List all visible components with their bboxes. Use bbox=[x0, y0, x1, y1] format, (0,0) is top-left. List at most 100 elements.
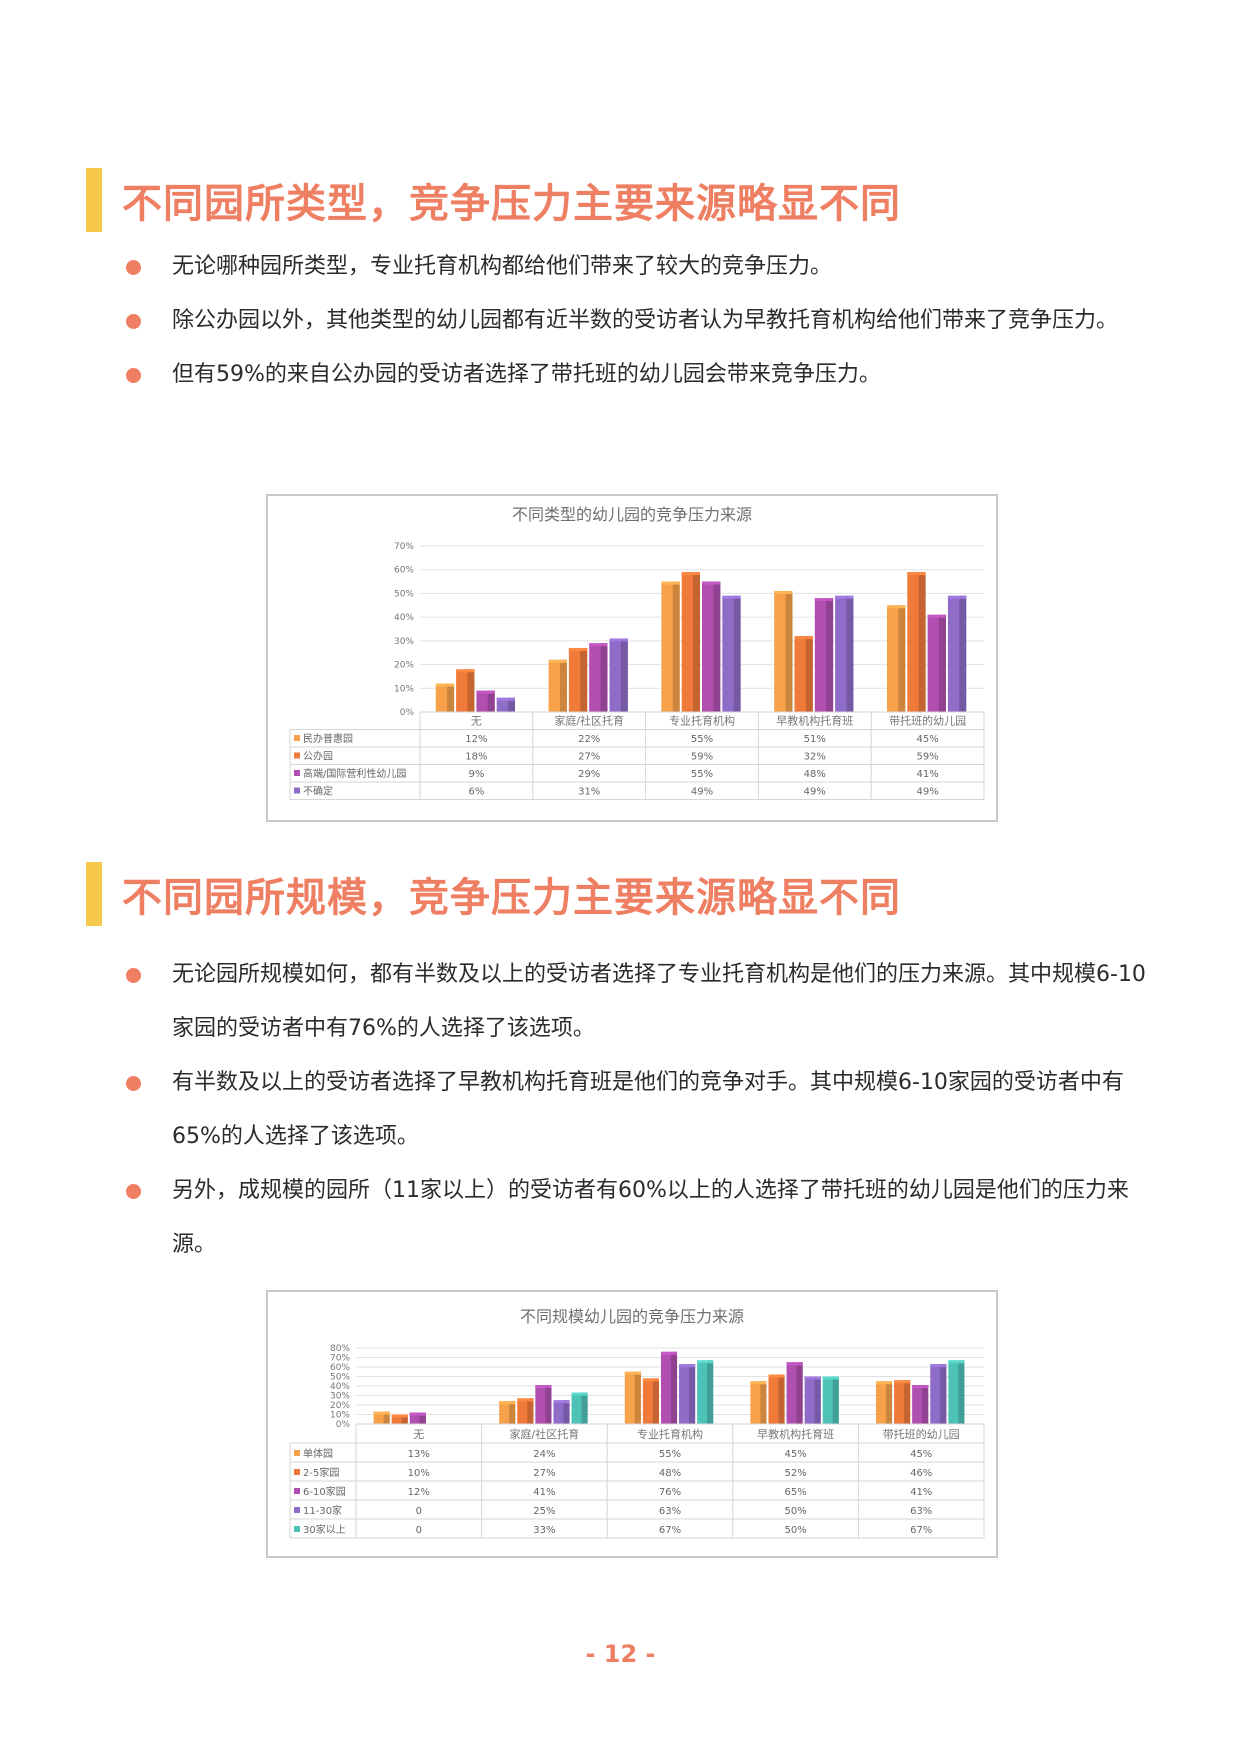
legend-label: 民办普惠园 bbox=[303, 732, 353, 745]
bar-side-shade bbox=[846, 595, 854, 712]
bar-top bbox=[702, 581, 721, 585]
bar-top bbox=[927, 614, 946, 618]
bar-top bbox=[794, 636, 813, 640]
bar-side-shade bbox=[620, 638, 628, 712]
bullet-dot-icon bbox=[126, 968, 141, 983]
bullet-dot-icon bbox=[126, 1184, 141, 1199]
data-label: 55% bbox=[691, 769, 713, 780]
section1-bullet: 但有59%的来自公办园的受访者选择了带托班的幼儿园会带来竞争压力。 bbox=[120, 348, 1160, 402]
bar-side-shade bbox=[693, 572, 700, 712]
bar-top bbox=[814, 598, 834, 602]
bar-top bbox=[886, 605, 906, 609]
bar-top bbox=[391, 1414, 408, 1418]
legend-label: 公办园 bbox=[303, 750, 333, 763]
bar-side-shade bbox=[634, 1371, 641, 1424]
bar-top bbox=[912, 1385, 929, 1389]
data-label: 24% bbox=[533, 1449, 555, 1460]
category-label: 专业托育机构 bbox=[669, 714, 735, 728]
data-label: 67% bbox=[910, 1525, 932, 1536]
legend-label: 2-5家园 bbox=[303, 1466, 339, 1479]
y-tick-label: 30% bbox=[330, 1392, 350, 1402]
bullet-text: 另外，成规模的园所（11家以上）的受访者有60%以上的人选择了带托班的幼儿园是他… bbox=[172, 1178, 1129, 1257]
category-label: 家庭/社区托育 bbox=[554, 714, 624, 728]
bar-side-shade bbox=[563, 1400, 570, 1424]
legend-swatch bbox=[294, 770, 300, 776]
data-label: 18% bbox=[465, 752, 487, 763]
data-label: 0 bbox=[416, 1506, 422, 1517]
bar-top bbox=[589, 643, 608, 647]
bar-side-shade bbox=[508, 697, 516, 712]
bar-side-shade bbox=[922, 1385, 929, 1424]
data-label: 27% bbox=[533, 1468, 555, 1479]
data-label: 49% bbox=[804, 787, 826, 798]
bar-side-shade bbox=[545, 1385, 552, 1424]
bar-top bbox=[476, 690, 495, 694]
legend-swatch bbox=[294, 1507, 300, 1513]
bar-top bbox=[947, 595, 967, 599]
data-label: 41% bbox=[910, 1487, 932, 1498]
section1-accent-bar bbox=[86, 168, 102, 232]
section2-title: 不同园所规模，竞争压力主要来源略显不同 bbox=[122, 875, 901, 921]
data-label: 33% bbox=[533, 1525, 555, 1536]
bar-top bbox=[435, 683, 455, 687]
bar-side-shade bbox=[814, 1376, 821, 1424]
bar-side-shade bbox=[938, 614, 946, 712]
bar-side-shade bbox=[713, 581, 721, 712]
data-label: 45% bbox=[916, 734, 938, 745]
bar-top bbox=[660, 1351, 678, 1355]
section2-accent-bar bbox=[86, 862, 102, 926]
bar-side-shade bbox=[778, 1374, 785, 1424]
bar-top bbox=[456, 669, 475, 673]
bullet-text: 除公办园以外，其他类型的幼儿园都有近半数的受访者认为早教托育机构给他们带来了竞争… bbox=[172, 308, 1119, 333]
data-label: 55% bbox=[691, 734, 713, 745]
section2-bullet: 无论园所规模如何，都有半数及以上的受访者选择了专业托育机构是他们的压力来源。其中… bbox=[120, 948, 1160, 1056]
data-label: 65% bbox=[784, 1487, 806, 1498]
bar-top bbox=[722, 595, 741, 599]
bar-top bbox=[642, 1378, 659, 1382]
data-label: 25% bbox=[533, 1506, 555, 1517]
y-tick-label: 50% bbox=[330, 1373, 350, 1383]
bar-top bbox=[907, 572, 926, 576]
section1-bullet: 除公办园以外，其他类型的幼儿园都有近半数的受访者认为早教托育机构给他们带来了竞争… bbox=[120, 294, 1160, 348]
bullet-text: 但有59%的来自公办园的受访者选择了带托班的幼儿园会带来竞争压力。 bbox=[172, 362, 881, 387]
data-label: 67% bbox=[659, 1525, 681, 1536]
bar-side-shade bbox=[689, 1364, 696, 1424]
bar-top bbox=[930, 1364, 947, 1368]
legend-swatch bbox=[294, 1469, 300, 1475]
chart-title: 不同类型的幼儿园的竞争压力来源 bbox=[512, 505, 752, 524]
bar-side-shade bbox=[580, 647, 588, 712]
bar-side-shade bbox=[885, 1381, 893, 1424]
legend-label: 30家以上 bbox=[303, 1523, 346, 1536]
bar-side-shade bbox=[509, 1401, 516, 1424]
bar-top bbox=[822, 1376, 839, 1380]
y-tick-label: 10% bbox=[330, 1411, 350, 1421]
bar-side-shade bbox=[785, 591, 793, 712]
bar-top bbox=[517, 1398, 534, 1402]
bar-side-shade bbox=[467, 669, 475, 712]
y-tick-label: 40% bbox=[394, 613, 414, 623]
y-tick-label: 20% bbox=[394, 661, 414, 671]
data-label: 63% bbox=[659, 1506, 681, 1517]
data-label: 46% bbox=[910, 1468, 932, 1479]
data-label: 55% bbox=[659, 1449, 681, 1460]
data-label: 27% bbox=[578, 752, 600, 763]
bar-top bbox=[499, 1401, 516, 1405]
bar-top bbox=[894, 1380, 911, 1384]
data-label: 51% bbox=[804, 734, 826, 745]
bar-side-shade bbox=[652, 1378, 659, 1424]
legend-swatch bbox=[294, 787, 300, 794]
data-label: 12% bbox=[408, 1487, 430, 1498]
y-tick-label: 80% bbox=[330, 1344, 350, 1354]
legend-label: 单体园 bbox=[303, 1448, 333, 1460]
bar-top bbox=[681, 572, 700, 576]
section2-bullet: 有半数及以上的受访者选择了早教机构托育班是他们的竞争对手。其中规模6-10家园的… bbox=[120, 1056, 1160, 1164]
category-label: 无 bbox=[413, 1428, 424, 1441]
y-tick-label: 0% bbox=[400, 708, 415, 718]
data-label: 49% bbox=[916, 787, 938, 798]
data-label: 13% bbox=[408, 1449, 430, 1460]
data-label: 59% bbox=[916, 752, 938, 763]
bar-side-shade bbox=[672, 581, 680, 712]
bar-top bbox=[624, 1371, 641, 1375]
bar-top bbox=[697, 1360, 714, 1364]
bar-top bbox=[535, 1385, 552, 1389]
